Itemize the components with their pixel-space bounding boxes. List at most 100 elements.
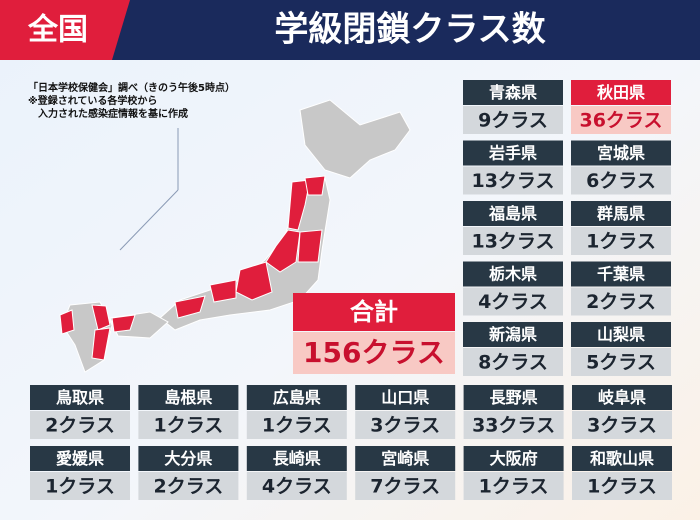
card-header xyxy=(30,446,130,471)
note: ※登録されている各学校から xyxy=(28,94,157,107)
card-value: 13クラス xyxy=(471,170,554,192)
card-header xyxy=(355,446,456,471)
miyazaki xyxy=(91,327,111,361)
card-value: 36クラス xyxy=(579,110,662,132)
card-value: 1クラス xyxy=(262,415,332,437)
card-name: 合計 xyxy=(350,298,398,326)
card-name: 長崎県 xyxy=(273,449,321,468)
card-value-bg xyxy=(30,472,130,500)
oita xyxy=(91,304,111,331)
card-value-bg xyxy=(571,348,671,376)
fukushima xyxy=(297,229,323,263)
card-value-bg xyxy=(463,411,564,439)
card-header xyxy=(571,80,671,105)
card-name: 島根県 xyxy=(164,388,212,407)
card-value: 9クラス xyxy=(478,110,548,132)
card-value-bg xyxy=(138,411,239,439)
card-value-bg xyxy=(246,411,347,439)
card-name: 栃木県 xyxy=(489,265,537,284)
card-header xyxy=(463,80,563,105)
card-value: 1クラス xyxy=(153,415,223,437)
card-header xyxy=(138,446,239,471)
card-value-bg xyxy=(463,472,564,500)
card-name: 愛媛県 xyxy=(56,449,104,468)
inset-line xyxy=(119,189,179,251)
card-name: 鳥取県 xyxy=(56,388,104,407)
card-header xyxy=(463,140,563,166)
card-value: 3クラス xyxy=(370,415,440,437)
card-header xyxy=(138,385,239,410)
card-value: 5クラス xyxy=(586,352,656,374)
card-value: 1クラス xyxy=(587,476,657,498)
card-name: 秋田県 xyxy=(597,83,645,102)
card-name: 福島県 xyxy=(488,204,537,223)
hokkaido xyxy=(299,99,411,179)
card-name: 岐阜県 xyxy=(598,388,646,407)
card-name: 群馬県 xyxy=(597,204,645,223)
card-name: 和歌山県 xyxy=(590,449,654,468)
card-value: 13クラス xyxy=(471,231,554,253)
cards: 青森県9クラス秋田県36クラス岩手県13クラス宮城県6クラス福島県13クラス群馬… xyxy=(30,80,672,500)
card-header xyxy=(246,446,347,471)
card-value: 7クラス xyxy=(370,476,440,498)
card-value-bg xyxy=(571,106,671,134)
note: 「日本学校保健会」調べ（きのう午後5時点） xyxy=(28,81,235,94)
nagano xyxy=(235,261,273,301)
card-name: 宮城県 xyxy=(597,144,645,163)
card-header xyxy=(571,201,671,226)
card-value: 4クラス xyxy=(478,291,548,313)
chugoku xyxy=(174,295,206,319)
card-name: 山梨県 xyxy=(597,325,645,344)
card-value-bg xyxy=(463,287,563,316)
card-header xyxy=(572,446,672,471)
note: 入力された感染症情報を基に作成 xyxy=(28,107,188,120)
card-value-bg xyxy=(572,411,672,439)
card-value: 1クラス xyxy=(586,231,656,253)
card-header xyxy=(246,385,347,410)
card-header xyxy=(571,261,671,287)
card-value-bg xyxy=(463,227,563,255)
header-title: 学級閉鎖クラス数 xyxy=(274,10,545,50)
card-name: 山口県 xyxy=(381,388,429,407)
card-value-bg xyxy=(246,472,347,500)
header-tag: 全国 xyxy=(27,13,88,48)
card-value-bg xyxy=(463,166,563,195)
card-header xyxy=(571,140,671,166)
card-name: 長野県 xyxy=(490,388,538,407)
card-name: 宮崎県 xyxy=(381,449,429,468)
card-value: 2クラス xyxy=(586,291,656,313)
card-value: 6クラス xyxy=(586,170,656,192)
header-tag-bg xyxy=(0,0,130,60)
card-value-bg xyxy=(571,166,671,195)
card-value: 1クラス xyxy=(479,476,549,498)
nagasaki xyxy=(59,309,75,335)
card-value-bg xyxy=(355,472,456,500)
card-value: 1クラス xyxy=(45,476,115,498)
card-value-bg xyxy=(293,332,455,374)
card-header xyxy=(463,446,564,471)
card-value-bg xyxy=(463,106,563,134)
card-value: 33クラス xyxy=(472,415,555,437)
card-name: 岩手県 xyxy=(488,144,537,163)
card-name: 新潟県 xyxy=(489,325,537,344)
card-header xyxy=(463,261,563,287)
card-value: 4クラス xyxy=(262,476,332,498)
card-value: 3クラス xyxy=(587,415,657,437)
card-value: 156クラス xyxy=(303,336,445,369)
card-name: 大阪府 xyxy=(490,449,538,468)
card-header xyxy=(463,201,563,226)
ehime xyxy=(111,314,136,333)
card-name: 青森県 xyxy=(489,83,537,102)
gifu xyxy=(209,279,237,303)
card-header xyxy=(463,385,564,410)
card-header xyxy=(572,385,672,410)
card-header xyxy=(571,322,671,347)
card-value-bg xyxy=(138,472,239,500)
card-value-bg xyxy=(355,411,456,439)
aomori xyxy=(304,175,326,196)
card-name: 千葉県 xyxy=(597,265,645,284)
card-name: 大分県 xyxy=(164,449,212,468)
